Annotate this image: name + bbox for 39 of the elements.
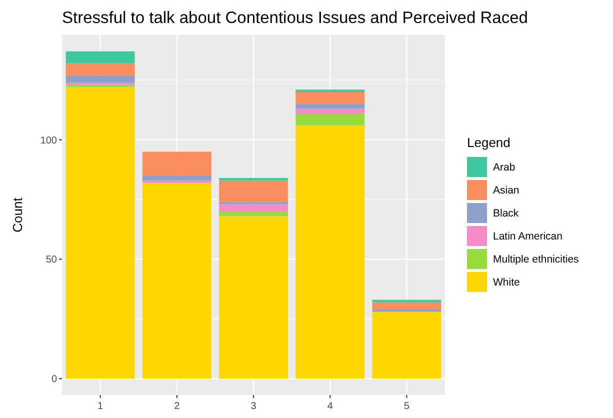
bar — [296, 104, 365, 109]
bar — [296, 125, 365, 379]
y-axis-title: Count — [10, 197, 25, 232]
bar — [372, 302, 442, 310]
bar — [296, 92, 365, 104]
bar — [142, 152, 212, 176]
bar — [219, 178, 288, 180]
bar — [219, 180, 288, 202]
bar — [142, 182, 212, 379]
bar — [142, 180, 212, 183]
y-tick-label: 50 — [46, 254, 58, 266]
x-tick-label: 1 — [98, 401, 104, 412]
legend-label: Multiple ethnicities — [493, 254, 579, 266]
bar — [66, 87, 135, 379]
legend-label: Arab — [493, 162, 516, 174]
y-tick-label: 0 — [51, 374, 58, 386]
x-tick-label: 3 — [250, 401, 257, 412]
x-tick-label: 5 — [404, 401, 410, 412]
bar — [219, 202, 288, 204]
bar — [66, 75, 135, 82]
x-tick-label: 2 — [174, 401, 180, 412]
bar — [372, 312, 442, 379]
x-tick-label: 4 — [327, 401, 334, 412]
legend-label: White — [493, 276, 520, 289]
bar — [66, 51, 135, 64]
legend-label: Latin American — [493, 230, 563, 243]
bar — [66, 82, 135, 85]
bar — [296, 108, 365, 114]
chart-title: Stressful to talk about Contentious Issues and Perceived Raced — [62, 9, 528, 27]
bar — [296, 113, 365, 126]
legend-title: Legend — [467, 135, 510, 150]
bar — [219, 211, 288, 216]
bar — [142, 176, 212, 180]
legend-label: Asian — [493, 184, 520, 197]
y-tick-label: 100 — [40, 135, 58, 146]
legend-label: Black — [493, 208, 520, 220]
bar — [219, 216, 288, 379]
bar — [219, 204, 288, 212]
bar — [66, 63, 135, 76]
